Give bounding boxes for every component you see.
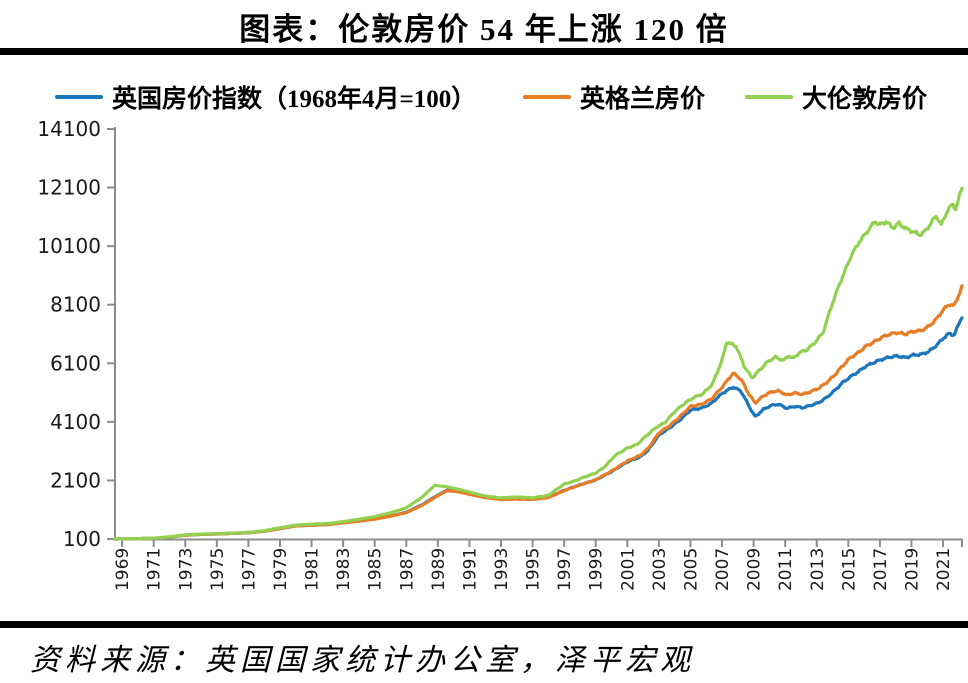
- x-tick-label: 2019: [902, 548, 922, 591]
- y-tick-label: 14100: [37, 117, 101, 141]
- x-tick-label: 1971: [145, 548, 165, 591]
- y-tick-label: 2100: [50, 468, 101, 492]
- x-tick-label: 2003: [650, 548, 670, 591]
- legend: 英国房价指数（1968年4月=100） 英格兰房价 大伦敦房价: [0, 0, 968, 120]
- x-tick-label: 2015: [839, 548, 859, 591]
- x-tick-label: 1977: [239, 548, 259, 591]
- x-tick-label: 2005: [681, 548, 701, 591]
- x-tick-label: 1989: [429, 548, 449, 591]
- series-line-uk-index: [113, 316, 964, 541]
- x-tick-label: 2007: [713, 548, 733, 591]
- series-line-greater-london: [113, 186, 964, 541]
- bottom-divider: [0, 621, 968, 628]
- source-note: 资料来源：英国国家统计办公室，泽平宏观: [30, 644, 695, 677]
- x-tick-label: 2001: [618, 548, 638, 591]
- y-tick-label: 4100: [50, 410, 101, 434]
- y-tick-label: 8100: [50, 293, 101, 317]
- y-tick-label: 12100: [37, 176, 101, 200]
- series-line-england: [113, 284, 964, 541]
- legend-label: 英国房价指数（1968年4月=100）: [112, 86, 477, 113]
- x-tick-label: 1973: [176, 548, 196, 591]
- x-tick-label: 1993: [492, 548, 512, 591]
- x-tick-label: 2009: [745, 548, 765, 591]
- chart-title: 图表：伦敦房价 54 年上涨 120 倍: [239, 12, 729, 47]
- x-tick-label: 1991: [460, 548, 480, 591]
- legend-item-uk-index: 英国房价指数（1968年4月=100）: [55, 81, 476, 113]
- legend-line-icon: [745, 94, 793, 100]
- legend-item-greater-london: 大伦敦房价: [745, 81, 927, 113]
- x-tick-label: 1983: [334, 548, 354, 591]
- y-tick-label: 6100: [50, 351, 101, 375]
- x-tick-label: 2021: [934, 548, 954, 591]
- x-tick-label: 1975: [208, 548, 228, 591]
- top-divider: [0, 48, 968, 55]
- legend-label: 英格兰房价: [580, 86, 706, 113]
- legend-line-icon: [523, 94, 571, 100]
- x-tick-label: 2013: [808, 548, 828, 591]
- x-tick-label: 2017: [871, 548, 891, 591]
- x-tick-label: 1997: [555, 548, 575, 591]
- y-tick-label: 100: [63, 527, 101, 551]
- x-tick-label: 1985: [366, 548, 386, 591]
- y-tick-label: 10100: [37, 234, 101, 258]
- x-tick-label: 2011: [776, 548, 796, 591]
- legend-line-icon: [55, 94, 103, 100]
- x-tick-label: 1969: [113, 548, 133, 591]
- x-tick-label: 1979: [271, 548, 291, 591]
- x-tick-label: 1995: [524, 548, 544, 591]
- x-tick-label: 1987: [397, 548, 417, 591]
- legend-item-england: 英格兰房价: [523, 81, 705, 113]
- x-tick-label: 1999: [587, 548, 607, 591]
- x-tick-label: 1981: [303, 548, 323, 591]
- legend-label: 大伦敦房价: [802, 86, 928, 113]
